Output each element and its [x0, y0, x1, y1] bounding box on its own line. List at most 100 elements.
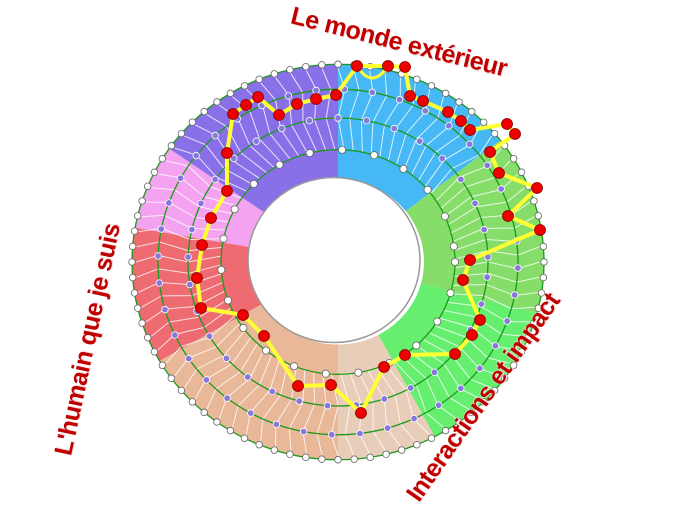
path-node — [258, 330, 270, 342]
outer-node — [530, 319, 538, 327]
ring-node — [477, 300, 486, 308]
ring-node — [205, 332, 214, 340]
path-node — [355, 407, 367, 419]
outer-node — [302, 453, 310, 462]
inner-node — [370, 151, 379, 160]
ring-node — [471, 199, 479, 208]
path-node — [195, 302, 207, 314]
ring-node — [483, 161, 491, 170]
spoke-line — [174, 322, 241, 377]
spoke-line — [260, 363, 289, 442]
path-node — [205, 212, 217, 224]
path-node — [455, 115, 467, 127]
ring-node — [445, 122, 453, 130]
spoke-line — [337, 67, 346, 150]
ring-node — [480, 225, 488, 234]
path-node — [474, 314, 486, 326]
inner-node — [249, 179, 258, 188]
ring-node — [415, 137, 424, 145]
inner-node — [399, 164, 408, 173]
outer-node — [200, 408, 208, 417]
ring-node — [503, 317, 511, 325]
inner-node — [230, 205, 239, 214]
inner-node — [338, 145, 347, 154]
path-node — [466, 329, 478, 341]
outer-node — [255, 441, 263, 449]
outer-node — [213, 98, 221, 106]
outer-node — [382, 450, 390, 458]
path-node — [237, 309, 249, 321]
spoke-line — [376, 367, 416, 442]
outer-node — [427, 434, 436, 442]
ring-node — [211, 131, 219, 140]
ring-node — [497, 185, 505, 193]
spoke-line — [206, 343, 258, 410]
path-node — [399, 349, 411, 361]
outer-node — [537, 289, 546, 297]
spoke-line — [349, 373, 371, 454]
spoke-line — [138, 273, 222, 293]
spoke-line — [453, 272, 540, 283]
ring-node — [222, 354, 231, 363]
spoke-line — [316, 373, 327, 456]
ring-node — [438, 154, 446, 163]
outer-node — [188, 118, 197, 126]
spoke-line — [428, 332, 502, 377]
outer-node — [133, 212, 142, 220]
outer-node — [334, 456, 342, 464]
inner-node — [446, 288, 455, 297]
inner-node — [354, 368, 363, 377]
inner-node — [450, 257, 459, 266]
path-node — [457, 274, 469, 286]
path-node — [330, 89, 342, 101]
spoke-line — [358, 372, 386, 451]
ring-node — [410, 414, 418, 423]
sector-light-green — [405, 140, 545, 314]
ring-node — [514, 264, 522, 272]
outer-node — [441, 89, 450, 98]
spoke-line — [321, 68, 336, 150]
ring-node — [299, 427, 308, 436]
ring-node — [491, 342, 500, 350]
ring-node — [421, 107, 429, 115]
spoke-line — [340, 374, 355, 456]
spoke-line — [194, 336, 252, 400]
inner-node — [433, 317, 442, 326]
outer-node — [509, 154, 518, 163]
outer-node — [200, 107, 208, 116]
spoke-line — [370, 73, 388, 155]
spoke-line — [135, 254, 222, 263]
ring-node — [155, 279, 164, 287]
outer-node — [302, 62, 310, 71]
outer-node — [413, 75, 421, 83]
ring-node — [457, 384, 465, 393]
spoke-line — [231, 354, 273, 428]
inner-node — [305, 149, 314, 158]
outer-node — [188, 398, 197, 406]
ring-node — [176, 174, 185, 182]
outer-node — [143, 333, 152, 342]
outer-node — [286, 450, 294, 458]
ring-node — [465, 140, 474, 148]
spoke-line — [422, 338, 492, 389]
path-node — [399, 61, 411, 73]
inner-node — [412, 341, 421, 350]
ring-node — [268, 387, 276, 396]
outer-node — [158, 361, 167, 370]
spoke-line — [430, 135, 493, 194]
spoke-line — [290, 73, 318, 152]
spoke-line — [165, 315, 236, 364]
spoke-line — [218, 349, 265, 420]
spoke-line — [136, 264, 222, 278]
path-node — [531, 182, 543, 194]
outer-node — [128, 273, 137, 282]
outer-node — [240, 82, 249, 90]
path-node — [502, 210, 514, 222]
inner-node — [423, 185, 432, 194]
outer-node — [524, 333, 533, 342]
spoke-line — [141, 282, 224, 308]
ring-node — [476, 364, 484, 373]
ring-node — [510, 291, 519, 299]
inner-node — [449, 242, 458, 251]
ring-node — [312, 86, 320, 95]
